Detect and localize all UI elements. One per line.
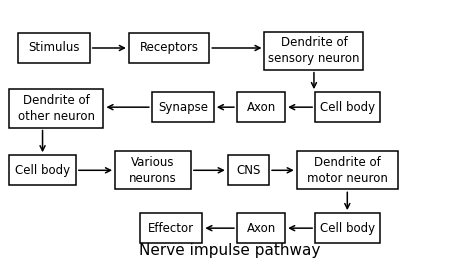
FancyBboxPatch shape [227,155,269,185]
FancyBboxPatch shape [129,33,209,63]
Text: Dendrite of
sensory neuron: Dendrite of sensory neuron [268,36,359,65]
FancyBboxPatch shape [314,92,379,122]
FancyBboxPatch shape [296,151,397,189]
Text: Axon: Axon [246,222,275,235]
FancyBboxPatch shape [236,213,285,243]
Text: Stimulus: Stimulus [28,42,79,54]
Text: Dendrite of
other neuron: Dendrite of other neuron [18,94,95,123]
FancyBboxPatch shape [151,92,213,122]
Text: Receptors: Receptors [139,42,198,54]
FancyBboxPatch shape [18,33,90,63]
Text: Cell body: Cell body [319,101,374,114]
Text: CNS: CNS [236,164,260,177]
FancyBboxPatch shape [314,213,379,243]
FancyBboxPatch shape [115,151,190,189]
FancyBboxPatch shape [9,89,103,128]
Text: Dendrite of
motor neuron: Dendrite of motor neuron [306,156,387,185]
FancyBboxPatch shape [9,155,76,185]
Text: Axon: Axon [246,101,275,114]
FancyBboxPatch shape [264,32,363,70]
FancyBboxPatch shape [236,92,285,122]
Text: Cell body: Cell body [15,164,70,177]
Text: Cell body: Cell body [319,222,374,235]
Text: Various
neurons: Various neurons [129,156,176,185]
FancyBboxPatch shape [140,213,202,243]
Text: Synapse: Synapse [157,101,207,114]
Text: Nerve impulse pathway: Nerve impulse pathway [139,243,320,258]
Text: Effector: Effector [148,222,194,235]
